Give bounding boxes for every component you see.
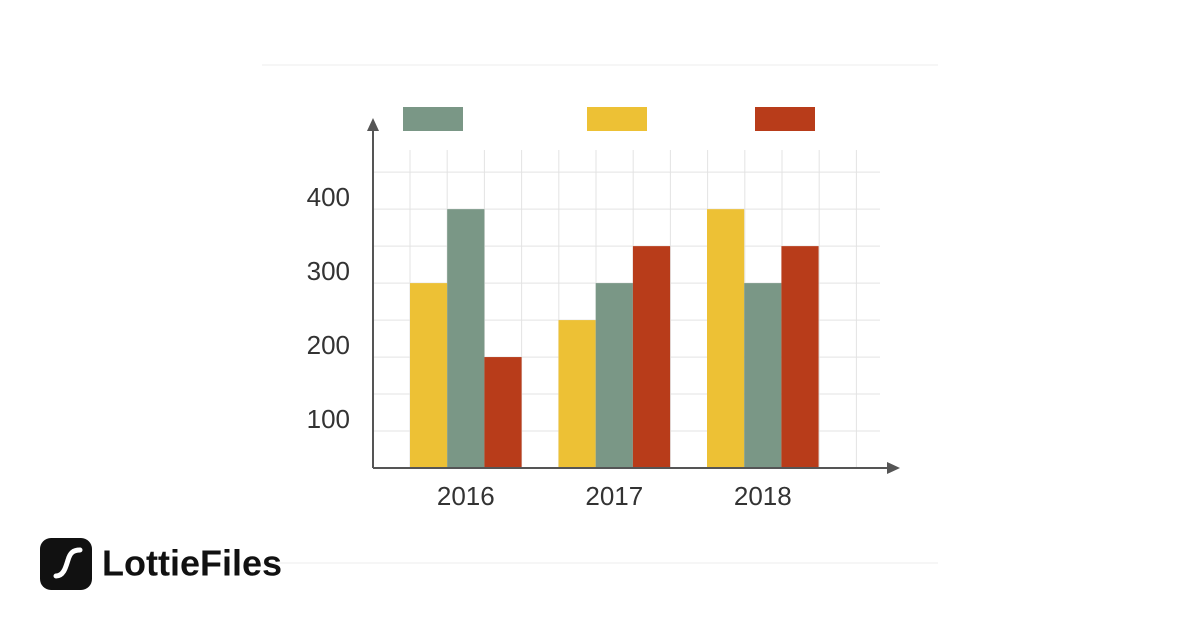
x-tick-label: 2018 xyxy=(734,481,792,511)
legend-swatch xyxy=(755,107,815,131)
x-tick-label: 2017 xyxy=(585,481,643,511)
logo: LottieFiles xyxy=(40,538,282,590)
y-tick-label: 200 xyxy=(307,330,350,360)
plot: 100 200 300 400 2016 2017 2018 xyxy=(307,107,880,511)
y-tick-label: 100 xyxy=(307,404,350,434)
bar xyxy=(484,357,522,468)
logo-mark xyxy=(53,547,83,579)
brand-name: LottieFiles xyxy=(102,543,282,584)
bar xyxy=(707,209,745,469)
bar xyxy=(410,283,448,468)
bar xyxy=(558,320,596,468)
bar xyxy=(595,283,633,468)
bar xyxy=(744,283,782,468)
y-tick-label: 400 xyxy=(307,182,350,212)
y-axis-arrow xyxy=(367,118,379,131)
bar xyxy=(447,209,485,469)
legend-swatch xyxy=(403,107,463,131)
bar xyxy=(632,246,671,468)
x-axis-arrow xyxy=(887,462,900,474)
legend-swatch xyxy=(587,107,647,131)
bar xyxy=(781,246,819,468)
y-tick-label: 300 xyxy=(307,256,350,286)
x-tick-label: 2016 xyxy=(437,481,495,511)
